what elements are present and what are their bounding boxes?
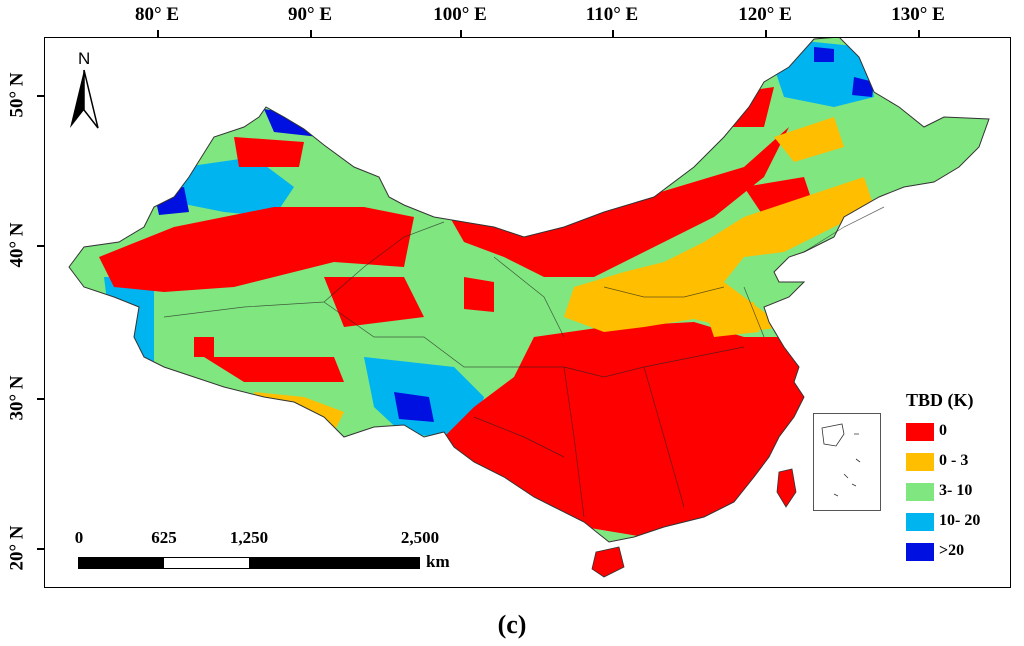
tick-lat-30 — [37, 398, 44, 400]
scale-bar — [78, 557, 420, 569]
south-china-sea-inset — [813, 413, 881, 511]
legend-swatch — [906, 453, 934, 471]
scale-unit: km — [426, 552, 450, 571]
legend-label: 3- 10 — [939, 482, 973, 499]
figure-caption: (c) — [497, 610, 527, 639]
map-frame — [44, 37, 1011, 588]
legend-swatch — [906, 483, 934, 501]
legend-label: 10- 20 — [939, 512, 981, 529]
lon-label-130: 130° E — [891, 4, 945, 25]
north-label: N — [78, 49, 91, 68]
china-tbd-map — [68, 37, 990, 578]
legend-label: >20 — [939, 542, 965, 559]
tick-lat-40 — [37, 245, 44, 247]
lat-label-20: 20° N — [6, 525, 28, 571]
tick-lon-100 — [460, 30, 462, 37]
legend-swatch — [906, 423, 934, 441]
tick-lat-20 — [37, 548, 44, 550]
legend-label: 0 — [939, 422, 947, 439]
scale-label-625: 625 — [151, 528, 177, 547]
legend-swatch — [906, 513, 934, 531]
lon-label-80: 80° E — [134, 4, 180, 25]
legend-label: 0 - 3 — [939, 452, 969, 469]
tick-lon-80 — [157, 30, 159, 37]
north-arrow-icon — [70, 69, 99, 129]
legend-swatch — [906, 543, 934, 561]
scale-label-1250: 1,250 — [229, 528, 269, 547]
scale-label-2500: 2,500 — [400, 528, 440, 547]
tick-lon-90 — [310, 30, 312, 37]
lon-label-120: 120° E — [738, 4, 792, 25]
tick-lat-50 — [37, 95, 44, 97]
tick-lon-110 — [612, 30, 614, 37]
lat-label-40: 40° N — [6, 222, 28, 268]
lat-label-30: 30° N — [6, 375, 28, 421]
tick-lon-130 — [918, 30, 920, 37]
lat-label-50: 50° N — [6, 72, 28, 118]
lon-label-110: 110° E — [585, 4, 639, 25]
tick-lon-120 — [765, 30, 767, 37]
scale-label-0: 0 — [74, 528, 84, 547]
legend-title: TBD (K) — [906, 390, 974, 410]
lon-label-90: 90° E — [287, 4, 333, 25]
lon-label-100: 100° E — [433, 4, 487, 25]
